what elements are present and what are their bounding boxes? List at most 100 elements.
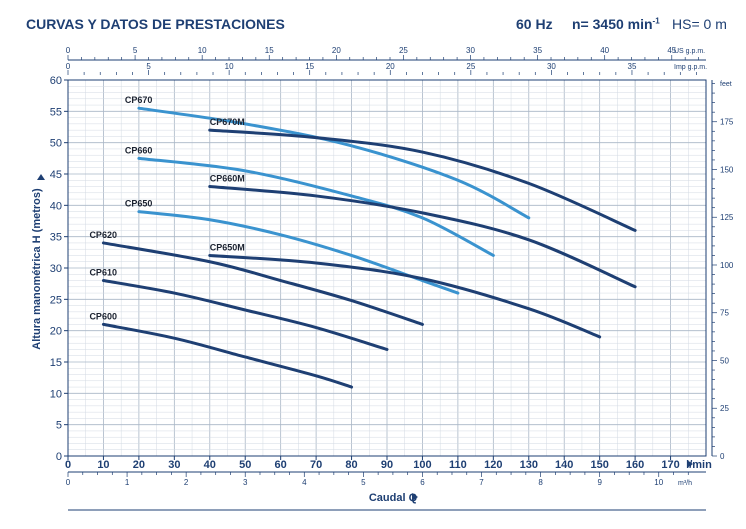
series-cp620-label: CP620 xyxy=(89,230,117,240)
series-cp660m-label: CP660M xyxy=(210,174,245,184)
y-tick-label: 10 xyxy=(50,388,62,400)
impgpm-tick-label: 25 xyxy=(466,62,475,71)
series-cp600-line xyxy=(101,322,354,389)
series-cp600-label: CP600 xyxy=(89,311,117,321)
usgpm-tick-label: 15 xyxy=(265,46,274,55)
x-tick-label: 120 xyxy=(484,459,502,471)
x-tick-label: 170 xyxy=(661,459,679,471)
x-tick-label: 20 xyxy=(133,459,145,471)
usgpm-tick-label: 30 xyxy=(466,46,475,55)
m3h-tick-label: 4 xyxy=(302,478,307,487)
impgpm-tick-label: 5 xyxy=(146,62,151,71)
usgpm-tick-label: 5 xyxy=(133,46,138,55)
m3h-tick-label: 1 xyxy=(125,478,130,487)
series-cp650-label: CP650 xyxy=(125,199,153,209)
x-axis-arrow-icon xyxy=(412,493,418,501)
series-cp650m-label: CP650M xyxy=(210,242,245,252)
impgpm-tick-label: 10 xyxy=(225,62,234,71)
series-cp610-line xyxy=(101,279,389,351)
x-tick-label: 40 xyxy=(204,459,216,471)
y-tick-label: 5 xyxy=(56,420,62,432)
impgpm-unit-label: Imp g.p.m. xyxy=(674,64,707,71)
chart-series xyxy=(101,106,637,389)
usgpm-unit-label: US g.p.m. xyxy=(674,48,705,55)
x-tick-label: 70 xyxy=(310,459,322,471)
m3h-tick-label: 3 xyxy=(243,478,248,487)
frequency-label: 60 Hz xyxy=(516,16,553,32)
series-cp670m-line xyxy=(208,128,637,232)
impgpm-tick-label: 15 xyxy=(305,62,314,71)
chart-ticks: 0510152025303540455055600255075100125150… xyxy=(50,46,734,487)
series-cp660m-line xyxy=(208,185,637,289)
impgpm-tick-label: 35 xyxy=(628,62,637,71)
x-tick-label: 60 xyxy=(275,459,287,471)
y-axis-label: Altura manométrica H (metros) xyxy=(31,188,43,350)
lmin-unit-label: l/min xyxy=(686,459,712,471)
x-tick-label: 50 xyxy=(239,459,251,471)
x-tick-label: 100 xyxy=(413,459,431,471)
x-tick-label: 160 xyxy=(626,459,644,471)
feet-tick-label: 75 xyxy=(720,309,729,318)
m3h-tick-label: 10 xyxy=(654,478,663,487)
m3h-tick-label: 6 xyxy=(420,478,425,487)
chart-frame xyxy=(67,59,713,511)
impgpm-tick-label: 20 xyxy=(386,62,395,71)
x-tick-label: 140 xyxy=(555,459,573,471)
series-cp670-label: CP670 xyxy=(125,95,153,105)
feet-tick-label: 125 xyxy=(720,213,734,222)
y-tick-label: 35 xyxy=(50,232,62,244)
y-tick-label: 40 xyxy=(50,200,62,212)
x-tick-label: 150 xyxy=(590,459,608,471)
m3h-tick-label: 0 xyxy=(66,478,71,487)
x-tick-label: 80 xyxy=(345,459,357,471)
x-tick-label: 10 xyxy=(97,459,109,471)
series-cp620-line xyxy=(101,241,424,326)
feet-tick-label: 175 xyxy=(720,118,734,127)
y-tick-label: 0 xyxy=(56,451,62,463)
usgpm-tick-label: 0 xyxy=(66,46,71,55)
y-tick-label: 15 xyxy=(50,357,62,369)
series-cp660-line xyxy=(137,156,495,257)
chart-labels: CP600 CP610 CP620 CP650 CP650M CP660 CP660M CP6… xyxy=(37,95,693,501)
speed-exponent: -1 xyxy=(652,16,660,26)
feet-tick-label: 50 xyxy=(720,356,729,365)
m3h-tick-label: 7 xyxy=(479,478,484,487)
speed-text: n= 3450 min xyxy=(572,16,653,32)
usgpm-tick-label: 25 xyxy=(399,46,408,55)
series-cp650-line xyxy=(137,210,460,295)
y-tick-label: 60 xyxy=(50,75,62,87)
x-axis-label: Caudal Q xyxy=(369,492,418,504)
speed-label: n= 3450 min-1 xyxy=(572,16,660,32)
x-tick-label: 130 xyxy=(520,459,538,471)
feet-tick-label: 0 xyxy=(720,452,725,461)
impgpm-tick-label: 0 xyxy=(66,62,71,71)
page-title: CURVAS Y DATOS DE PRESTACIONES xyxy=(26,16,285,32)
x-tick-label: 30 xyxy=(168,459,180,471)
y-tick-label: 20 xyxy=(50,326,62,338)
x-tick-label: 90 xyxy=(381,459,393,471)
x-tick-label: 0 xyxy=(65,459,71,471)
series-cp670m-label: CP670M xyxy=(210,117,245,127)
m3h-unit-label: m³/h xyxy=(678,480,692,487)
series-cp670-line xyxy=(137,106,531,220)
m3h-tick-label: 2 xyxy=(184,478,189,487)
m3h-tick-label: 8 xyxy=(538,478,543,487)
y-axis-arrow-icon xyxy=(37,174,45,180)
series-cp660-label: CP660 xyxy=(125,145,153,155)
usgpm-tick-label: 45 xyxy=(667,46,676,55)
m3h-tick-label: 9 xyxy=(597,478,602,487)
usgpm-tick-label: 40 xyxy=(600,46,609,55)
series-cp610-label: CP610 xyxy=(89,268,117,278)
impgpm-tick-label: 30 xyxy=(547,62,556,71)
m3h-tick-label: 5 xyxy=(361,478,366,487)
y-tick-label: 45 xyxy=(50,169,62,181)
usgpm-tick-label: 35 xyxy=(533,46,542,55)
series-cp650m-line xyxy=(208,253,602,339)
y-tick-label: 50 xyxy=(50,138,62,150)
y-tick-label: 30 xyxy=(50,263,62,275)
y-tick-label: 25 xyxy=(50,294,62,306)
x-tick-label: 110 xyxy=(449,459,467,471)
feet-tick-label: 100 xyxy=(720,261,734,270)
feet-tick-label: 25 xyxy=(720,404,729,413)
